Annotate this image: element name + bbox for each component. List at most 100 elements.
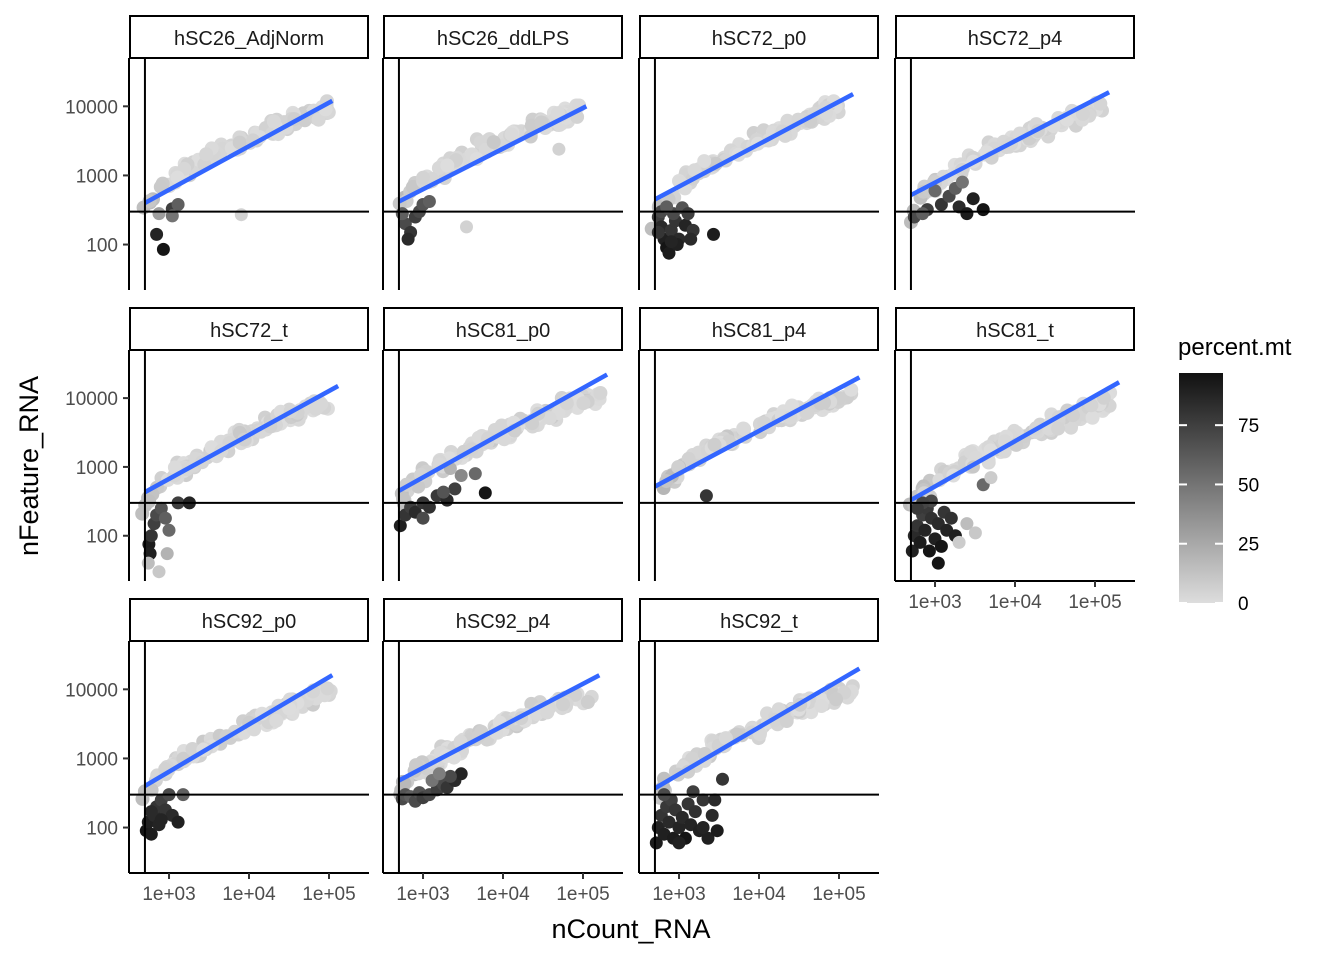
data-point	[460, 220, 473, 234]
data-point	[960, 517, 974, 531]
data-point	[152, 565, 166, 579]
panel-hSC26_AdjNorm: hSC26_AdjNorm 100 1000 10000	[65, 15, 369, 290]
panel-plot-area	[383, 350, 623, 581]
data-point	[556, 697, 570, 712]
data-point	[968, 526, 982, 540]
data-point	[269, 713, 284, 728]
fit-line	[397, 104, 588, 204]
data-point	[167, 460, 182, 475]
data-point	[649, 836, 663, 850]
data-point	[504, 127, 519, 142]
panel-hSC92_p4: hSC92_p4 1e+03 1e+04 1e+05	[382, 598, 623, 905]
data-point	[436, 485, 450, 499]
strip-label: hSC81_p4	[712, 320, 807, 342]
legend-tick-label: 25	[1238, 535, 1259, 556]
panel-plot-area	[895, 350, 1135, 581]
panel-plot-area	[383, 58, 623, 290]
data-point	[707, 227, 720, 241]
data-point	[662, 815, 676, 829]
x-tick-label: 1e+05	[812, 884, 865, 905]
strip-label: hSC81_t	[976, 320, 1054, 342]
data-point	[984, 471, 998, 485]
x-tick-label: 1e+04	[732, 884, 786, 905]
x-tick-label: 1e+03	[396, 884, 449, 905]
data-point	[780, 113, 795, 128]
data-point	[401, 232, 415, 246]
y-tick-label: 1000	[76, 749, 118, 770]
strip-box	[129, 307, 369, 351]
y-tick-label: 10000	[65, 680, 118, 701]
data-point	[486, 135, 501, 150]
data-point	[699, 489, 713, 503]
data-point	[710, 824, 724, 838]
data-point	[944, 511, 958, 525]
data-point	[931, 556, 945, 570]
data-point	[580, 695, 595, 709]
data-point	[154, 501, 168, 515]
data-point	[662, 246, 676, 260]
strip-box	[639, 598, 879, 642]
data-point	[736, 421, 751, 436]
data-point	[960, 207, 974, 221]
legend-colorbar	[1179, 373, 1223, 603]
data-point	[144, 529, 158, 543]
strip-label: hSC26_AdjNorm	[174, 28, 324, 50]
data-point	[234, 208, 248, 222]
data-point	[1064, 420, 1078, 435]
fit-line	[653, 375, 861, 489]
strip-label: hSC92_p0	[202, 611, 297, 633]
data-point	[422, 195, 436, 208]
fit-line	[397, 673, 601, 783]
data-point	[696, 821, 710, 834]
legend-tick-label: 0	[1238, 594, 1249, 615]
fit-line	[397, 372, 609, 493]
data-point	[918, 523, 932, 537]
fit-line	[143, 673, 334, 788]
x-axis-title: nCount_RNA	[551, 914, 710, 944]
data-point	[152, 207, 166, 221]
strip-box	[639, 15, 879, 59]
data-point	[934, 539, 948, 553]
data-point	[454, 469, 468, 482]
data-point	[416, 170, 430, 185]
color-legend: percent.mt 0 25 50 75	[1178, 334, 1292, 615]
x-tick-label: 1e+04	[988, 592, 1042, 613]
data-point	[718, 731, 733, 746]
data-point	[160, 547, 174, 561]
x-tick-label: 1e+05	[1068, 592, 1121, 613]
panel-hSC81_t: hSC81_t 1e+03 1e+04 1e+05	[894, 307, 1135, 613]
data-point	[576, 396, 591, 411]
data-point	[716, 772, 729, 786]
data-point	[934, 198, 948, 211]
data-point	[928, 184, 942, 198]
panel-hSC72_p4: hSC72_p4	[894, 15, 1135, 290]
data-point	[660, 200, 674, 214]
y-tick-label: 100	[86, 236, 118, 257]
data-point	[165, 209, 179, 223]
data-point	[158, 511, 172, 525]
data-point	[454, 767, 468, 781]
data-point	[696, 793, 710, 807]
data-point	[314, 397, 329, 411]
panel-plot-area	[129, 350, 369, 581]
panel-plot-area	[129, 58, 369, 290]
fit-line	[653, 666, 861, 791]
data-point	[199, 147, 214, 162]
x-tick-label: 1e+03	[142, 884, 195, 905]
data-point	[1051, 421, 1066, 436]
strip-label: hSC72_t	[210, 320, 288, 342]
data-point	[393, 519, 407, 533]
data-point	[552, 142, 566, 156]
strip-label: hSC26_ddLPS	[437, 28, 569, 50]
data-point	[686, 785, 700, 799]
panel-plot-area	[383, 641, 623, 873]
data-point	[171, 815, 185, 829]
y-tick-label: 1000	[76, 458, 118, 479]
fit-line	[143, 384, 340, 495]
data-point	[320, 681, 335, 696]
data-point	[311, 112, 326, 127]
data-point	[144, 805, 158, 819]
strip-label: hSC92_t	[720, 611, 798, 633]
panel-hSC72_t: hSC72_t 100 1000 10000	[65, 307, 369, 581]
panels-layer: hSC26_AdjNorm 100 1000 10000 hSC26_ddLPS hSC7…	[65, 15, 1135, 905]
